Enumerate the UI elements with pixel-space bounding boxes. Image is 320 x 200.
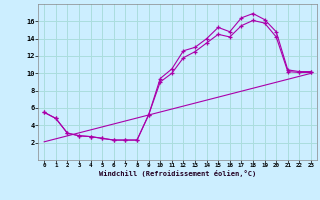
X-axis label: Windchill (Refroidissement éolien,°C): Windchill (Refroidissement éolien,°C) xyxy=(99,170,256,177)
